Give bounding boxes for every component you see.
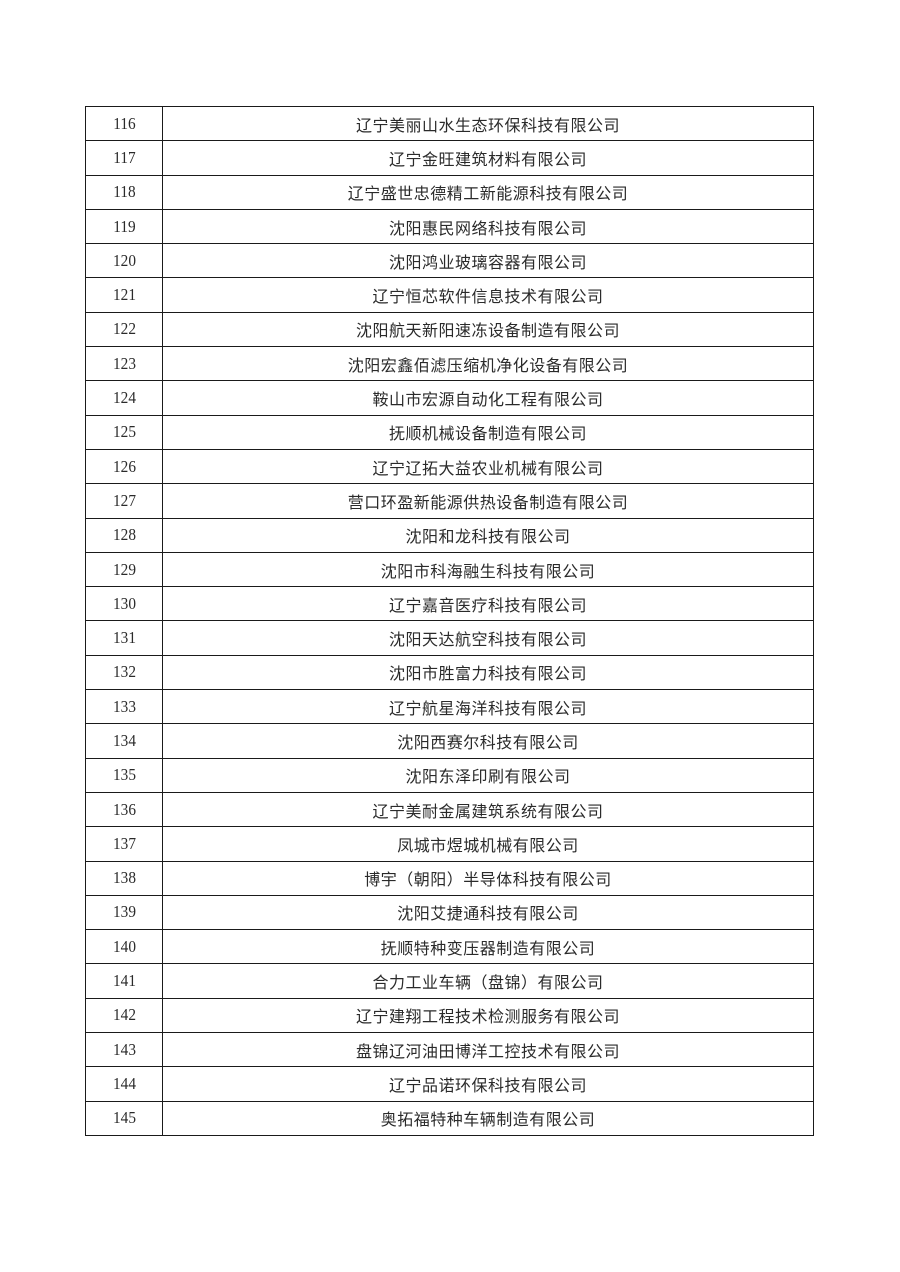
company-name: 抚顺机械设备制造有限公司 — [162, 414, 814, 450]
table-row: 121 辽宁恒芯软件信息技术有限公司 — [86, 277, 814, 313]
table-row: 141 合力工业车辆（盘锦）有限公司 — [86, 963, 814, 999]
table-row: 131 沈阳天达航空科技有限公司 — [86, 620, 814, 656]
table-row: 142 辽宁建翔工程技术检测服务有限公司 — [86, 997, 814, 1034]
table-row: 118 辽宁盛世忠德精工新能源科技有限公司 — [86, 174, 814, 210]
table-row: 127 营口环盈新能源供热设备制造有限公司 — [86, 483, 814, 519]
company-name: 辽宁金旺建筑材料有限公司 — [162, 140, 814, 176]
row-number: 138 — [88, 860, 160, 896]
company-name: 沈阳宏鑫佰滤压缩机净化设备有限公司 — [162, 346, 814, 382]
company-name: 沈阳鸿业玻璃容器有限公司 — [162, 243, 814, 279]
table-row: 128 沈阳和龙科技有限公司 — [86, 517, 814, 553]
table-row: 123 沈阳宏鑫佰滤压缩机净化设备有限公司 — [86, 346, 814, 382]
row-number: 122 — [88, 311, 160, 348]
table-row: 143 盘锦辽河油田博洋工控技术有限公司 — [86, 1032, 814, 1068]
company-name: 抚顺特种变压器制造有限公司 — [162, 929, 814, 965]
company-name: 沈阳天达航空科技有限公司 — [162, 620, 814, 656]
row-number: 142 — [88, 997, 160, 1034]
company-name: 辽宁恒芯软件信息技术有限公司 — [162, 277, 814, 313]
row-number: 127 — [88, 483, 160, 519]
company-name: 辽宁嘉音医疗科技有限公司 — [162, 586, 814, 622]
row-number: 126 — [88, 448, 160, 485]
row-number: 137 — [88, 826, 160, 862]
table-row: 134 沈阳西赛尔科技有限公司 — [86, 723, 814, 759]
row-number: 116 — [88, 105, 160, 142]
table-row: 144 辽宁品诺环保科技有限公司 — [86, 1066, 814, 1102]
company-name: 鞍山市宏源自动化工程有限公司 — [162, 380, 814, 416]
company-name: 辽宁美耐金属建筑系统有限公司 — [162, 791, 814, 828]
table-row: 133 辽宁航星海洋科技有限公司 — [86, 689, 814, 725]
company-name: 沈阳艾捷通科技有限公司 — [162, 894, 814, 931]
row-number: 129 — [88, 551, 160, 588]
row-number: 121 — [88, 277, 160, 313]
row-number: 128 — [88, 517, 160, 553]
company-name: 辽宁航星海洋科技有限公司 — [162, 689, 814, 725]
table-row: 136 辽宁美耐金属建筑系统有限公司 — [86, 791, 814, 828]
table-body: 116 辽宁美丽山水生态环保科技有限公司 117 辽宁金旺建筑材料有限公司 118 辽宁盛… — [86, 105, 814, 1136]
row-number: 120 — [88, 243, 160, 279]
table-row: 117 辽宁金旺建筑材料有限公司 — [86, 140, 814, 176]
row-number: 131 — [88, 620, 160, 656]
table-row: 145 奥拓福特种车辆制造有限公司 — [86, 1100, 814, 1136]
company-name: 沈阳市胜富力科技有限公司 — [162, 654, 814, 691]
row-number: 125 — [88, 414, 160, 450]
company-name: 营口环盈新能源供热设备制造有限公司 — [162, 483, 814, 519]
company-name: 沈阳航天新阳速冻设备制造有限公司 — [162, 311, 814, 348]
company-name: 奥拓福特种车辆制造有限公司 — [162, 1100, 814, 1136]
row-number: 124 — [88, 380, 160, 416]
row-number: 133 — [88, 689, 160, 725]
table-row: 124 鞍山市宏源自动化工程有限公司 — [86, 380, 814, 416]
table-row: 130 辽宁嘉音医疗科技有限公司 — [86, 586, 814, 622]
row-number: 143 — [88, 1032, 160, 1068]
row-number: 141 — [88, 963, 160, 999]
table-row: 120 沈阳鸿业玻璃容器有限公司 — [86, 243, 814, 279]
company-name: 辽宁美丽山水生态环保科技有限公司 — [162, 105, 814, 142]
row-number: 139 — [88, 894, 160, 931]
table-row: 135 沈阳东泽印刷有限公司 — [86, 757, 814, 793]
company-name: 沈阳惠民网络科技有限公司 — [162, 208, 814, 245]
company-name: 辽宁建翔工程技术检测服务有限公司 — [162, 997, 814, 1034]
table-row: 140 抚顺特种变压器制造有限公司 — [86, 929, 814, 965]
table-row: 116 辽宁美丽山水生态环保科技有限公司 — [86, 105, 814, 142]
table-row: 122 沈阳航天新阳速冻设备制造有限公司 — [86, 311, 814, 348]
row-number: 119 — [88, 208, 160, 245]
row-number: 135 — [88, 757, 160, 793]
company-name: 盘锦辽河油田博洋工控技术有限公司 — [162, 1032, 814, 1068]
row-number: 134 — [88, 723, 160, 759]
company-name: 合力工业车辆（盘锦）有限公司 — [162, 963, 814, 999]
table-row: 138 博宇（朝阳）半导体科技有限公司 — [86, 860, 814, 896]
row-number: 140 — [88, 929, 160, 965]
company-name: 博宇（朝阳）半导体科技有限公司 — [162, 860, 814, 896]
table-row: 129 沈阳市科海融生科技有限公司 — [86, 551, 814, 588]
company-list-table: 116 辽宁美丽山水生态环保科技有限公司 117 辽宁金旺建筑材料有限公司 118 辽宁盛… — [85, 105, 814, 1136]
company-name: 沈阳西赛尔科技有限公司 — [162, 723, 814, 759]
company-name: 沈阳市科海融生科技有限公司 — [162, 551, 814, 588]
row-number: 130 — [88, 586, 160, 622]
row-number: 145 — [88, 1100, 160, 1136]
table-row: 119 沈阳惠民网络科技有限公司 — [86, 208, 814, 245]
row-number: 118 — [88, 174, 160, 210]
company-name: 沈阳和龙科技有限公司 — [162, 517, 814, 553]
company-name: 辽宁品诺环保科技有限公司 — [162, 1066, 814, 1102]
table-row: 137 凤城市煜城机械有限公司 — [86, 826, 814, 862]
row-number: 123 — [88, 346, 160, 382]
row-number: 117 — [88, 140, 160, 176]
row-number: 132 — [88, 654, 160, 691]
row-number: 136 — [88, 791, 160, 828]
company-name: 凤城市煜城机械有限公司 — [162, 826, 814, 862]
company-name: 辽宁盛世忠德精工新能源科技有限公司 — [162, 174, 814, 210]
company-name: 辽宁辽拓大益农业机械有限公司 — [162, 448, 814, 485]
company-name: 沈阳东泽印刷有限公司 — [162, 757, 814, 793]
table-row: 126 辽宁辽拓大益农业机械有限公司 — [86, 448, 814, 485]
table-row: 132 沈阳市胜富力科技有限公司 — [86, 654, 814, 691]
table-row: 125 抚顺机械设备制造有限公司 — [86, 414, 814, 450]
table-row: 139 沈阳艾捷通科技有限公司 — [86, 894, 814, 931]
row-number: 144 — [88, 1066, 160, 1102]
